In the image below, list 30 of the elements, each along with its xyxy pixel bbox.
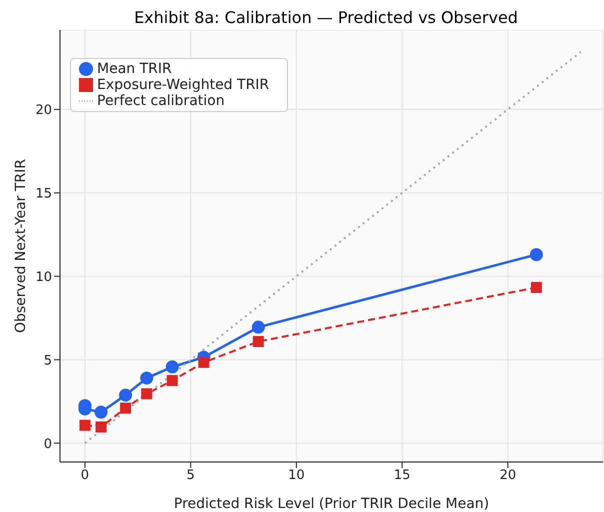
point xyxy=(96,421,107,432)
legend-label: Mean TRIR xyxy=(97,61,172,77)
legend-label: Exposure-Weighted TRIR xyxy=(97,77,270,93)
point xyxy=(119,388,132,402)
legend-label: Perfect calibration xyxy=(97,93,225,109)
point xyxy=(166,375,178,386)
point xyxy=(94,406,108,419)
x-tick-label: 0 xyxy=(80,468,90,484)
point xyxy=(198,356,210,368)
point xyxy=(530,282,542,293)
x-axis-title: Predicted Risk Level (Prior TRIR Decile Mean) xyxy=(174,496,490,512)
point xyxy=(530,248,543,262)
x-tick-label: 15 xyxy=(394,468,410,484)
y-tick-label: 20 xyxy=(35,103,52,118)
x-tick-label: 20 xyxy=(500,468,516,484)
y-tick-label: 10 xyxy=(35,270,52,285)
point xyxy=(79,420,90,431)
chart-title: Exhibit 8a: Calibration — Predicted vs Observed xyxy=(133,8,519,29)
x-tick-label: 10 xyxy=(288,468,305,484)
x-tick-label: 5 xyxy=(186,468,195,484)
point xyxy=(141,388,152,400)
point xyxy=(252,320,265,334)
y-tick-label: 15 xyxy=(35,186,52,202)
point xyxy=(120,402,132,414)
point xyxy=(252,336,264,348)
y-tick-label: 0 xyxy=(44,436,52,452)
y-axis-title: Observed Next-Year TRIR xyxy=(12,158,29,334)
y-tick-label: 5 xyxy=(44,353,52,368)
point xyxy=(166,360,179,374)
point xyxy=(140,372,154,385)
